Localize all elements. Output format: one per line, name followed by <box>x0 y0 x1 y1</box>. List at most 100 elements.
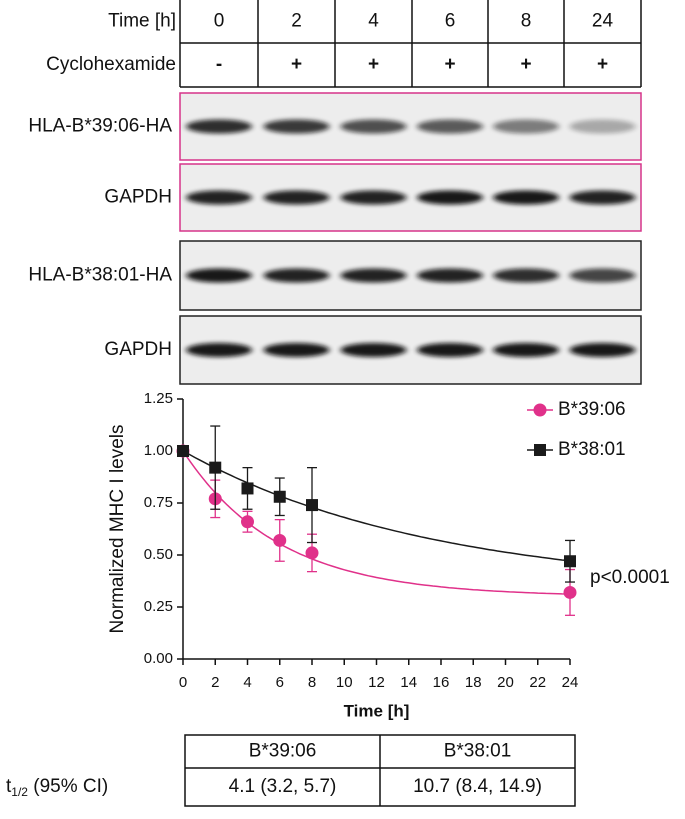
x-tick-label: 0 <box>179 674 187 691</box>
band <box>263 268 330 283</box>
marker <box>305 546 319 560</box>
x-axis-label: Time [h] <box>344 701 410 720</box>
y-axis-label: Normalized MHC I levels <box>107 424 128 633</box>
blot-panel <box>179 315 642 385</box>
band <box>569 343 636 357</box>
band <box>263 343 330 357</box>
data-point <box>241 466 254 510</box>
legend-marker <box>533 403 547 417</box>
band <box>493 190 559 205</box>
x-tick-label: 8 <box>308 674 316 691</box>
marker <box>564 555 576 568</box>
header-cell: 8 <box>521 11 532 32</box>
fit-curve <box>182 450 571 595</box>
y-tick-label: 1.25 <box>144 390 173 407</box>
x-tick-label: 12 <box>368 674 385 691</box>
band <box>493 268 559 283</box>
header-cell: + <box>291 54 302 75</box>
band <box>186 268 252 283</box>
x-tick-label: 14 <box>400 674 417 691</box>
band <box>417 190 483 205</box>
data-point <box>564 539 576 583</box>
data-point <box>241 510 254 533</box>
band <box>340 343 407 357</box>
band <box>263 119 330 134</box>
band <box>263 190 330 205</box>
row-label: t1/2 (95% CI) <box>6 776 108 799</box>
blot-label: GAPDH <box>104 187 172 208</box>
band <box>569 190 636 205</box>
marker <box>209 461 222 474</box>
annotation: p<0.0001 <box>590 567 670 588</box>
header-cell: + <box>520 54 531 75</box>
header-cell: + <box>368 54 379 75</box>
header-cell: 2 <box>291 11 302 32</box>
x-tick-label: 10 <box>336 674 353 691</box>
band <box>569 268 636 283</box>
fit-curve <box>182 450 571 562</box>
blot-panel <box>179 92 642 161</box>
y-tick-label: 0.50 <box>144 546 173 563</box>
band <box>493 343 559 357</box>
row-label-part: (95% CI) <box>28 776 108 797</box>
x-tick-label: 16 <box>433 674 450 691</box>
band <box>340 190 407 205</box>
x-tick-label: 6 <box>276 674 284 691</box>
data-point <box>273 518 287 562</box>
y-tick-label: 0.00 <box>144 650 173 667</box>
blot-label: HLA-B*39:06-HA <box>28 116 172 137</box>
data-point <box>209 425 222 510</box>
row-label: Cyclohexamide <box>46 54 176 75</box>
y-tick-label: 0.75 <box>144 494 173 511</box>
x-tick-label: 24 <box>562 674 579 691</box>
row-label: Time [h] <box>108 11 176 32</box>
header-cell: 0 <box>214 11 225 32</box>
blot-panel <box>179 240 642 311</box>
x-tick-label: 22 <box>529 674 546 691</box>
band <box>340 119 407 134</box>
x-tick-label: 18 <box>465 674 482 691</box>
header-cell: 4 <box>368 11 379 32</box>
blot-label: HLA-B*38:01-HA <box>28 265 172 286</box>
x-tick-label: 4 <box>243 674 251 691</box>
table-cell: 4.1 (3.2, 5.7) <box>229 776 337 797</box>
band <box>340 268 407 283</box>
band <box>417 119 483 134</box>
table-cell: 10.7 (8.4, 14.9) <box>413 776 542 797</box>
x-tick-label: 2 <box>211 674 219 691</box>
marker <box>563 585 577 599</box>
data-point <box>273 477 286 517</box>
band <box>186 190 252 205</box>
band <box>417 343 483 357</box>
band <box>186 343 252 357</box>
marker <box>177 445 189 457</box>
blot-panel <box>179 163 642 232</box>
header-cell: 24 <box>592 11 614 32</box>
header-cell: - <box>216 54 222 75</box>
marker <box>241 482 254 495</box>
header-cell: + <box>597 54 608 75</box>
marker <box>241 515 254 529</box>
band <box>417 268 483 283</box>
y-tick-label: 0.25 <box>144 598 173 615</box>
legend-label: B*38:01 <box>558 439 626 460</box>
marker <box>273 490 286 503</box>
row-label-part: t <box>6 776 12 797</box>
table-header: B*38:01 <box>444 741 512 762</box>
band <box>493 119 559 134</box>
legend-marker <box>534 444 546 456</box>
data-point <box>177 445 189 457</box>
band <box>569 119 636 134</box>
y-tick-label: 1.00 <box>144 442 173 459</box>
x-tick-label: 20 <box>497 674 514 691</box>
header-cell: + <box>444 54 455 75</box>
header-cell: 6 <box>445 11 456 32</box>
marker <box>306 499 318 512</box>
legend-label: B*39:06 <box>558 399 626 420</box>
data-point <box>306 466 318 544</box>
table-header: B*39:06 <box>249 741 317 762</box>
row-label-part: 1/2 <box>11 785 28 799</box>
marker <box>273 533 287 547</box>
blot-label: GAPDH <box>104 339 172 360</box>
